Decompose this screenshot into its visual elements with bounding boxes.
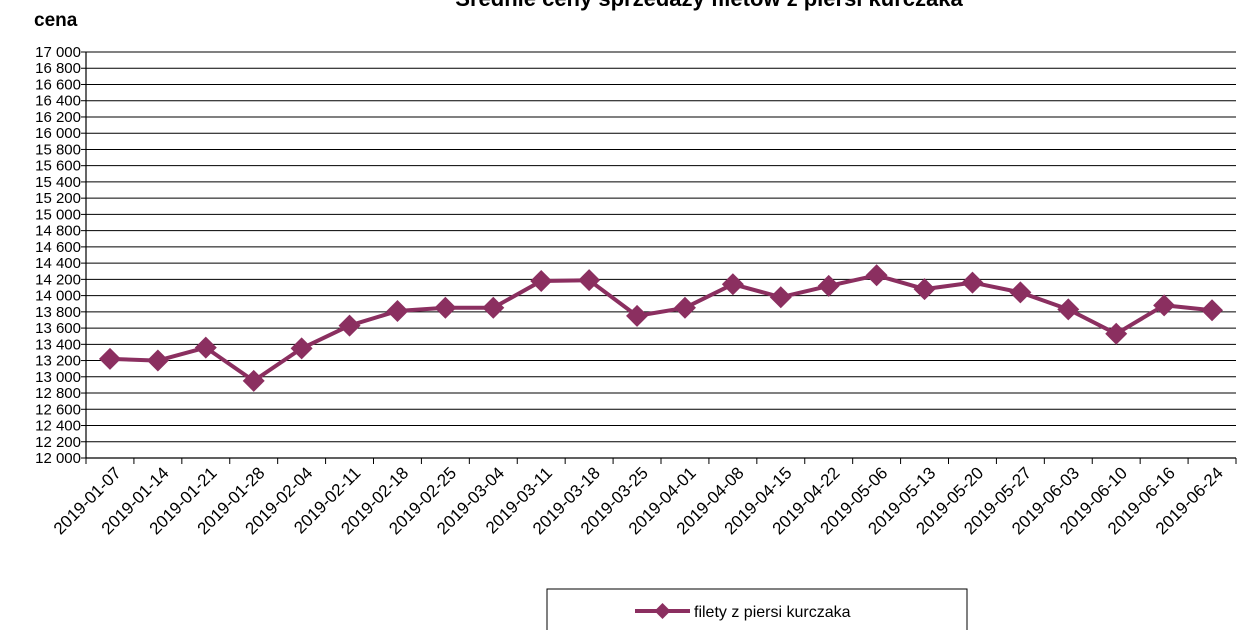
legend-box bbox=[546, 588, 968, 630]
data-point bbox=[530, 269, 553, 292]
data-point bbox=[482, 296, 505, 319]
data-point bbox=[338, 314, 361, 337]
data-point bbox=[721, 273, 744, 296]
data-point bbox=[1009, 281, 1032, 304]
data-point bbox=[98, 347, 121, 370]
legend-label: filety z piersi kurczaka bbox=[694, 604, 851, 621]
y-tick-label: 13 000 bbox=[35, 369, 81, 386]
y-tick-label: 12 000 bbox=[35, 450, 81, 467]
y-tick-label: 15 200 bbox=[35, 190, 81, 207]
data-point bbox=[1201, 299, 1224, 322]
legend: filety z piersi kurczaka bbox=[546, 588, 968, 630]
y-tick-label: 15 400 bbox=[35, 174, 81, 191]
y-tick-label: 14 000 bbox=[35, 288, 81, 305]
data-point bbox=[626, 304, 649, 327]
data-point bbox=[913, 278, 936, 301]
data-point bbox=[146, 349, 169, 372]
y-tick-label: 13 200 bbox=[35, 353, 81, 370]
y-tick-label: 13 400 bbox=[35, 336, 81, 353]
data-point bbox=[386, 300, 409, 323]
y-tick-label: 14 600 bbox=[35, 239, 81, 256]
data-point bbox=[961, 271, 984, 294]
data-point bbox=[817, 274, 840, 297]
y-tick-label: 17 000 bbox=[35, 44, 81, 61]
y-tick-label: 16 800 bbox=[35, 60, 81, 77]
y-tick-label: 14 400 bbox=[35, 255, 81, 272]
y-tick-label: 13 600 bbox=[35, 320, 81, 337]
data-point bbox=[865, 264, 888, 287]
y-tick-label: 14 200 bbox=[35, 271, 81, 288]
y-tick-label: 16 600 bbox=[35, 76, 81, 93]
y-tick-label: 16 400 bbox=[35, 93, 81, 110]
y-tick-label: 12 800 bbox=[35, 385, 81, 402]
y-axis-label: cena bbox=[34, 10, 78, 31]
y-tick-label: 14 800 bbox=[35, 223, 81, 240]
legend-marker-swatch bbox=[654, 603, 671, 619]
y-tick-label: 15 000 bbox=[35, 206, 81, 223]
data-point bbox=[769, 286, 792, 309]
data-point bbox=[1153, 294, 1176, 317]
data-point bbox=[290, 337, 313, 360]
data-point bbox=[242, 369, 265, 392]
data-point bbox=[434, 296, 457, 319]
y-tick-label: 12 400 bbox=[35, 418, 81, 435]
data-point bbox=[673, 296, 696, 319]
y-tick-label: 12 200 bbox=[35, 434, 81, 451]
data-point bbox=[1057, 298, 1080, 321]
y-tick-label: 16 200 bbox=[35, 109, 81, 126]
data-point bbox=[194, 336, 217, 359]
y-tick-label: 12 600 bbox=[35, 401, 81, 418]
y-tick-label: 13 800 bbox=[35, 304, 81, 321]
y-tick-label: 16 000 bbox=[35, 125, 81, 142]
chart-title: Średnie ceny sprzedaży filetów z piersi … bbox=[455, 0, 963, 11]
data-point bbox=[1105, 322, 1128, 345]
data-point bbox=[578, 269, 601, 292]
y-tick-label: 15 800 bbox=[35, 141, 81, 158]
y-tick-label: 15 600 bbox=[35, 158, 81, 175]
